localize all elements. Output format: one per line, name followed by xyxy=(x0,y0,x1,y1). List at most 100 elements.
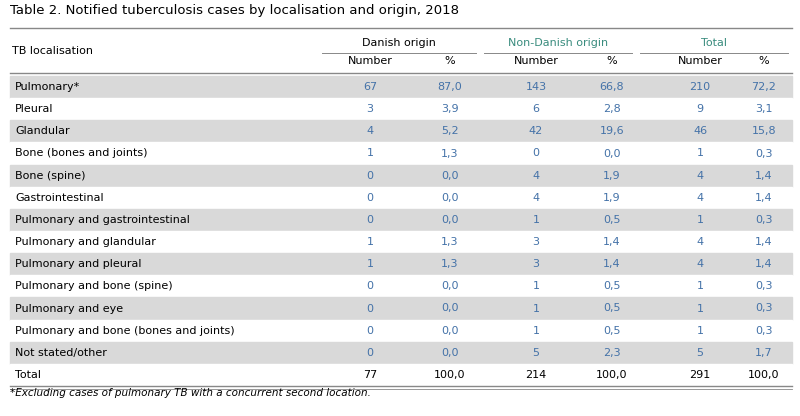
Text: 4: 4 xyxy=(697,193,703,203)
Text: 0: 0 xyxy=(366,304,374,314)
Bar xyxy=(10,253,792,275)
Text: 0,0: 0,0 xyxy=(442,304,458,314)
Bar xyxy=(10,76,792,98)
Text: 0,3: 0,3 xyxy=(755,281,773,291)
Text: Pleural: Pleural xyxy=(15,104,54,114)
Text: Number: Number xyxy=(678,56,722,66)
Bar xyxy=(10,187,792,209)
Text: 6: 6 xyxy=(533,104,539,114)
Text: %: % xyxy=(606,56,618,66)
Text: Non-Danish origin: Non-Danish origin xyxy=(508,38,608,48)
Text: 4: 4 xyxy=(533,171,539,181)
Text: TB localisation: TB localisation xyxy=(12,46,93,56)
Text: 1,9: 1,9 xyxy=(603,171,621,181)
Text: 19,6: 19,6 xyxy=(600,126,624,136)
Text: 0: 0 xyxy=(366,193,374,203)
Text: 0,0: 0,0 xyxy=(442,348,458,358)
Text: Total: Total xyxy=(15,370,41,380)
Text: 9: 9 xyxy=(697,104,703,114)
Text: 0: 0 xyxy=(533,149,539,158)
Bar xyxy=(10,297,792,319)
Text: 1: 1 xyxy=(366,149,374,158)
Text: 0,5: 0,5 xyxy=(603,281,621,291)
Text: 0,5: 0,5 xyxy=(603,215,621,225)
Text: 4: 4 xyxy=(366,126,374,136)
Text: 100,0: 100,0 xyxy=(434,370,466,380)
Text: 1: 1 xyxy=(533,326,539,336)
Text: Number: Number xyxy=(514,56,558,66)
Text: 1,4: 1,4 xyxy=(603,237,621,247)
Text: 2,8: 2,8 xyxy=(603,104,621,114)
Bar xyxy=(10,342,792,364)
Bar xyxy=(10,275,792,297)
Text: 3,1: 3,1 xyxy=(755,104,773,114)
Text: 1: 1 xyxy=(533,215,539,225)
Text: 3: 3 xyxy=(366,104,374,114)
Text: 214: 214 xyxy=(526,370,546,380)
Text: Pulmonary and eye: Pulmonary and eye xyxy=(15,304,123,314)
Text: 1,3: 1,3 xyxy=(442,149,458,158)
Text: 0,0: 0,0 xyxy=(442,193,458,203)
Bar xyxy=(10,364,792,386)
Text: 1: 1 xyxy=(533,281,539,291)
Bar xyxy=(10,142,792,165)
Text: 5: 5 xyxy=(533,348,539,358)
Text: Pulmonary and bone (spine): Pulmonary and bone (spine) xyxy=(15,281,173,291)
Text: 0,0: 0,0 xyxy=(442,281,458,291)
Text: 143: 143 xyxy=(526,82,546,92)
Text: 0: 0 xyxy=(366,215,374,225)
Text: 1: 1 xyxy=(366,237,374,247)
Text: 1,4: 1,4 xyxy=(755,193,773,203)
Text: Pulmonary and gastrointestinal: Pulmonary and gastrointestinal xyxy=(15,215,190,225)
Text: Not stated/other: Not stated/other xyxy=(15,348,107,358)
Text: 1,9: 1,9 xyxy=(603,193,621,203)
Text: 0,5: 0,5 xyxy=(603,304,621,314)
Text: 3,9: 3,9 xyxy=(441,104,459,114)
Text: 15,8: 15,8 xyxy=(752,126,776,136)
Text: Pulmonary and pleural: Pulmonary and pleural xyxy=(15,259,142,269)
Text: 4: 4 xyxy=(697,237,703,247)
Text: 0: 0 xyxy=(366,171,374,181)
Text: 5: 5 xyxy=(697,348,703,358)
Text: 0,0: 0,0 xyxy=(442,326,458,336)
Bar xyxy=(10,120,792,142)
Text: 5,2: 5,2 xyxy=(441,126,459,136)
Text: 0: 0 xyxy=(366,326,374,336)
Bar xyxy=(10,98,792,120)
Text: 1: 1 xyxy=(697,149,703,158)
Text: 100,0: 100,0 xyxy=(748,370,780,380)
Text: Pulmonary and glandular: Pulmonary and glandular xyxy=(15,237,156,247)
Text: Number: Number xyxy=(347,56,393,66)
Text: 1: 1 xyxy=(533,304,539,314)
Text: 4: 4 xyxy=(697,171,703,181)
Text: 1,4: 1,4 xyxy=(755,171,773,181)
Text: 1,7: 1,7 xyxy=(755,348,773,358)
Text: Pulmonary*: Pulmonary* xyxy=(15,82,80,92)
Text: 3: 3 xyxy=(533,259,539,269)
Text: 87,0: 87,0 xyxy=(438,82,462,92)
Text: 0: 0 xyxy=(366,348,374,358)
Text: 1,4: 1,4 xyxy=(755,259,773,269)
Text: 0,3: 0,3 xyxy=(755,326,773,336)
Text: 72,2: 72,2 xyxy=(751,82,777,92)
Text: 4: 4 xyxy=(697,259,703,269)
Text: 1: 1 xyxy=(697,281,703,291)
Text: *Excluding cases of pulmonary TB with a concurrent second location.: *Excluding cases of pulmonary TB with a … xyxy=(10,388,371,398)
Text: 1: 1 xyxy=(697,215,703,225)
Text: Total: Total xyxy=(701,38,727,48)
Text: 0,0: 0,0 xyxy=(442,215,458,225)
Text: 0: 0 xyxy=(366,281,374,291)
Text: 77: 77 xyxy=(363,370,377,380)
Text: 0,5: 0,5 xyxy=(603,326,621,336)
Text: 46: 46 xyxy=(693,126,707,136)
Text: 1: 1 xyxy=(697,326,703,336)
Text: 1: 1 xyxy=(366,259,374,269)
Text: %: % xyxy=(758,56,770,66)
Text: Danish origin: Danish origin xyxy=(362,38,436,48)
Text: 2,3: 2,3 xyxy=(603,348,621,358)
Text: 210: 210 xyxy=(690,82,710,92)
Text: Glandular: Glandular xyxy=(15,126,70,136)
Text: 1,4: 1,4 xyxy=(755,237,773,247)
Text: 0,0: 0,0 xyxy=(442,171,458,181)
Text: 0,3: 0,3 xyxy=(755,304,773,314)
